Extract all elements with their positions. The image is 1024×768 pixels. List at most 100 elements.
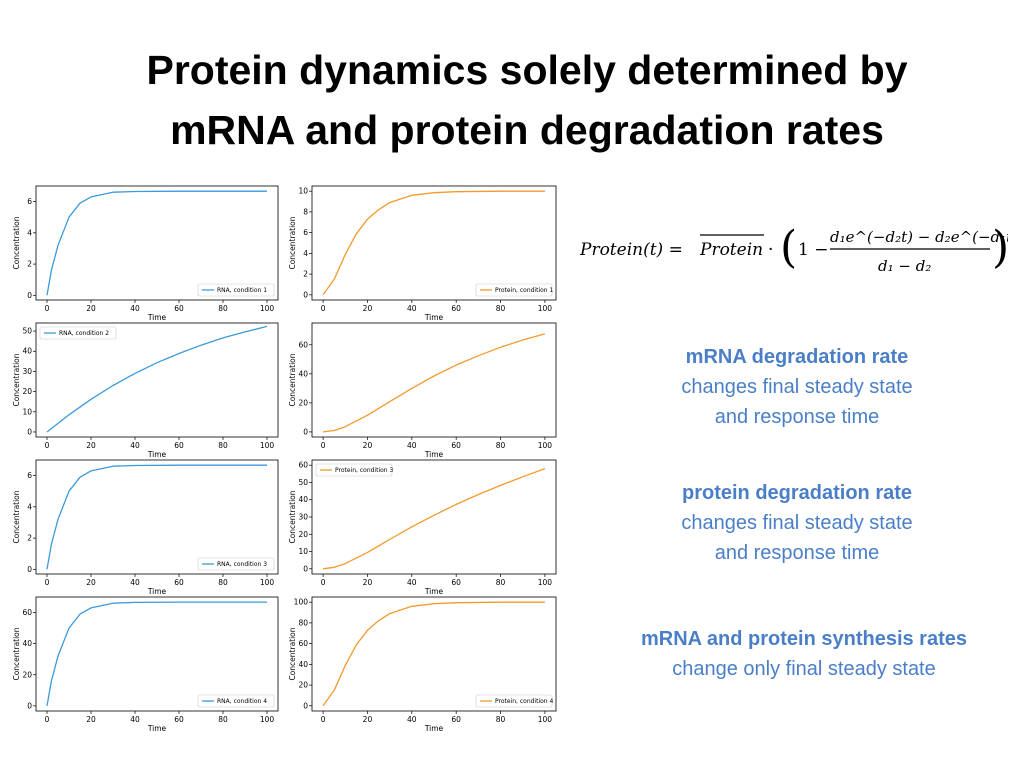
y-axis-label: Concentration: [12, 216, 21, 269]
x-tick-label: 40: [407, 441, 417, 450]
annotation-heading: protein degradation rate: [681, 482, 913, 504]
x-tick-label: 80: [496, 304, 506, 313]
y-tick-label: 4: [27, 502, 32, 511]
series-line: [46, 601, 267, 707]
x-tick-label: 80: [218, 304, 228, 313]
x-tick-label: 0: [321, 715, 326, 724]
y-tick-label: 60: [298, 340, 308, 349]
x-tick-label: 0: [321, 441, 326, 450]
chart-panel-protein-2: 0 20 40 60 80 100 0 20 40 60 Time Concentration: [288, 322, 557, 459]
plot-frame: [311, 596, 557, 712]
chart-panel-rna-4: 0 20 40 60 80 100 0 20 40 60 Time Concentration RNA,…: [12, 596, 279, 733]
equation-denominator: d₁ − d₂: [878, 257, 931, 275]
annotation-line: changes final steady state: [681, 376, 913, 398]
y-tick-label: 0: [303, 427, 308, 436]
legend-box: [475, 694, 553, 708]
x-tick-label: 0: [45, 441, 50, 450]
y-tick-label: 80: [298, 618, 308, 627]
y-tick-label: 2: [303, 270, 308, 279]
y-tick-label: 100: [294, 598, 309, 607]
x-tick-label: 20: [86, 715, 96, 724]
plot-frame: [35, 459, 279, 575]
slide-title-line-1: Protein dynamics solely determined by: [146, 47, 908, 93]
series-line: [322, 190, 545, 296]
legend-box: [39, 326, 117, 340]
annotation-line: and response time: [714, 542, 880, 564]
x-tick-label: 40: [130, 578, 140, 587]
x-axis-label: Time: [424, 724, 444, 733]
series-line: [46, 464, 267, 570]
x-tick-label: 60: [451, 441, 461, 450]
x-tick-label: 20: [86, 441, 96, 450]
y-tick-label: 30: [22, 367, 32, 376]
annotation-synthesis-rates: mRNA and protein synthesis rates change …: [612, 624, 996, 684]
y-tick-label: 10: [298, 187, 308, 196]
annotation-line: and response time: [714, 406, 880, 428]
series-line: [323, 467, 546, 570]
y-tick-label: 2: [27, 534, 32, 543]
legend-label: Protein, condition 3: [335, 467, 393, 474]
x-tick-label: 20: [363, 441, 373, 450]
y-tick-label: 40: [298, 660, 308, 669]
x-axis-label: Time: [147, 724, 167, 733]
plot-frame: [35, 322, 279, 438]
y-tick-label: 50: [298, 478, 308, 487]
x-tick-label: 40: [130, 304, 140, 313]
x-tick-label: 20: [363, 578, 373, 587]
y-axis-label: Concentration: [12, 353, 21, 406]
x-tick-label: 80: [496, 578, 506, 587]
legend-box: [315, 463, 393, 477]
x-axis-label: Time: [424, 313, 444, 322]
y-axis-label: Concentration: [12, 490, 21, 543]
x-tick-label: 0: [321, 304, 326, 313]
series-line: [323, 333, 546, 433]
plot-frame: [35, 185, 279, 301]
y-tick-label: 0: [27, 565, 32, 574]
x-tick-label: 40: [130, 441, 140, 450]
y-tick-label: 40: [298, 369, 308, 378]
legend-label: RNA, condition 3: [217, 561, 267, 568]
x-tick-label: 100: [538, 715, 553, 724]
equation-one-minus: 1 −: [798, 240, 828, 260]
x-tick-label: 80: [496, 441, 506, 450]
x-tick-label: 100: [260, 441, 275, 450]
x-tick-label: 40: [407, 715, 417, 724]
y-tick-label: 6: [303, 228, 308, 237]
equation-right-paren: ): [992, 222, 1008, 273]
annotation-heading: mRNA and protein synthesis rates: [640, 628, 967, 650]
x-tick-label: 80: [218, 441, 228, 450]
x-tick-label: 60: [174, 578, 184, 587]
x-tick-label: 20: [86, 304, 96, 313]
annotation-protein-degradation: protein degradation rate changes final s…: [632, 478, 962, 568]
x-tick-label: 40: [407, 304, 417, 313]
legend-label: RNA, condition 1: [217, 287, 267, 294]
equation-lhs: Protein(t) =: [579, 240, 683, 260]
legend-label: Protein, condition 4: [495, 698, 553, 705]
x-tick-label: 80: [218, 578, 228, 587]
x-tick-label: 0: [45, 578, 50, 587]
x-axis-label: Time: [424, 587, 444, 596]
x-tick-label: 20: [363, 304, 373, 313]
legend-box: [475, 283, 553, 297]
x-tick-label: 80: [496, 715, 506, 724]
y-tick-label: 0: [27, 701, 32, 710]
y-tick-label: 60: [22, 608, 32, 617]
y-tick-label: 2: [27, 260, 32, 269]
annotation-line: change only final steady state: [672, 658, 936, 680]
chart-panel-protein-3: 0 20 40 60 80 100 0 10 20 30 40 50 60 Time Concentrati…: [288, 459, 557, 596]
y-axis-label: Concentration: [12, 627, 21, 680]
y-axis-label: Concentration: [288, 353, 297, 406]
legend-box: [197, 557, 275, 571]
x-axis-label: Time: [147, 450, 167, 459]
y-tick-label: 30: [298, 513, 308, 522]
y-tick-label: 20: [22, 670, 32, 679]
x-tick-label: 100: [260, 304, 275, 313]
slide-title-line-2: mRNA and protein degradation rates: [170, 107, 884, 153]
y-tick-label: 0: [303, 564, 308, 573]
y-tick-label: 20: [298, 681, 308, 690]
chart-panel-protein-1: 0 20 40 60 80 100 0 2 4 6 8 10 Time Concentration Prot…: [288, 185, 557, 322]
x-tick-label: 100: [538, 304, 553, 313]
x-axis-label: Time: [424, 450, 444, 459]
equation-left-paren: (: [780, 222, 797, 273]
y-tick-label: 60: [298, 639, 308, 648]
